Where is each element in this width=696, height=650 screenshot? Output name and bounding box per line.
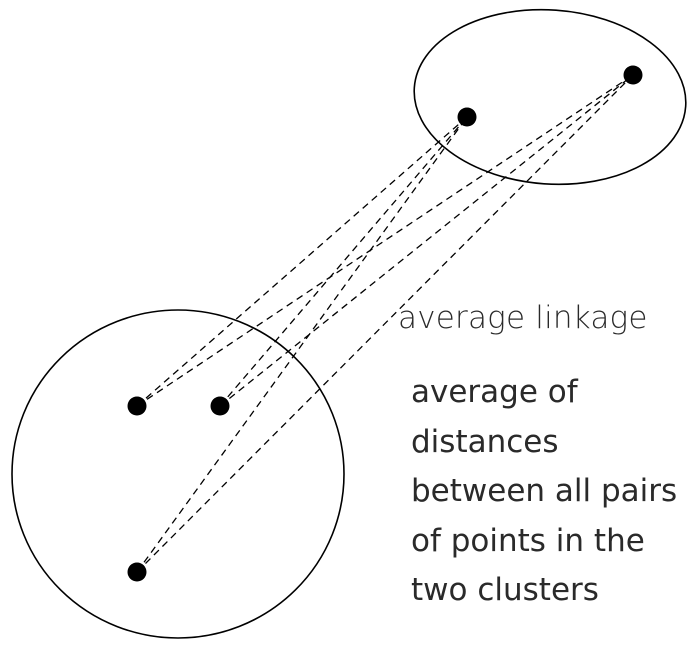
cluster-a-points <box>127 396 230 582</box>
point-a3 <box>127 562 147 582</box>
diagram-description: average of distances between all pairs o… <box>411 368 691 616</box>
pairwise-distance-lines <box>136 74 634 573</box>
cluster-b-points <box>457 65 643 127</box>
distance-line <box>136 116 468 573</box>
description-line: of points in the <box>411 522 645 559</box>
description-line: two clusters <box>411 572 599 608</box>
distance-line <box>219 116 468 407</box>
distance-line <box>136 74 634 573</box>
cluster-b-outline <box>413 8 687 186</box>
diagram-title: average linkage <box>398 300 648 336</box>
point-b1 <box>457 107 477 127</box>
distance-line <box>219 74 634 407</box>
point-a2 <box>210 396 230 416</box>
description-line: average of <box>411 374 578 410</box>
distance-line <box>136 116 468 407</box>
point-a1 <box>127 396 147 416</box>
distance-line <box>136 74 634 407</box>
cluster-a-outline <box>11 309 345 639</box>
point-b2 <box>623 65 643 85</box>
description-line: distances <box>411 423 559 460</box>
description-line: between all pairs <box>411 473 678 509</box>
